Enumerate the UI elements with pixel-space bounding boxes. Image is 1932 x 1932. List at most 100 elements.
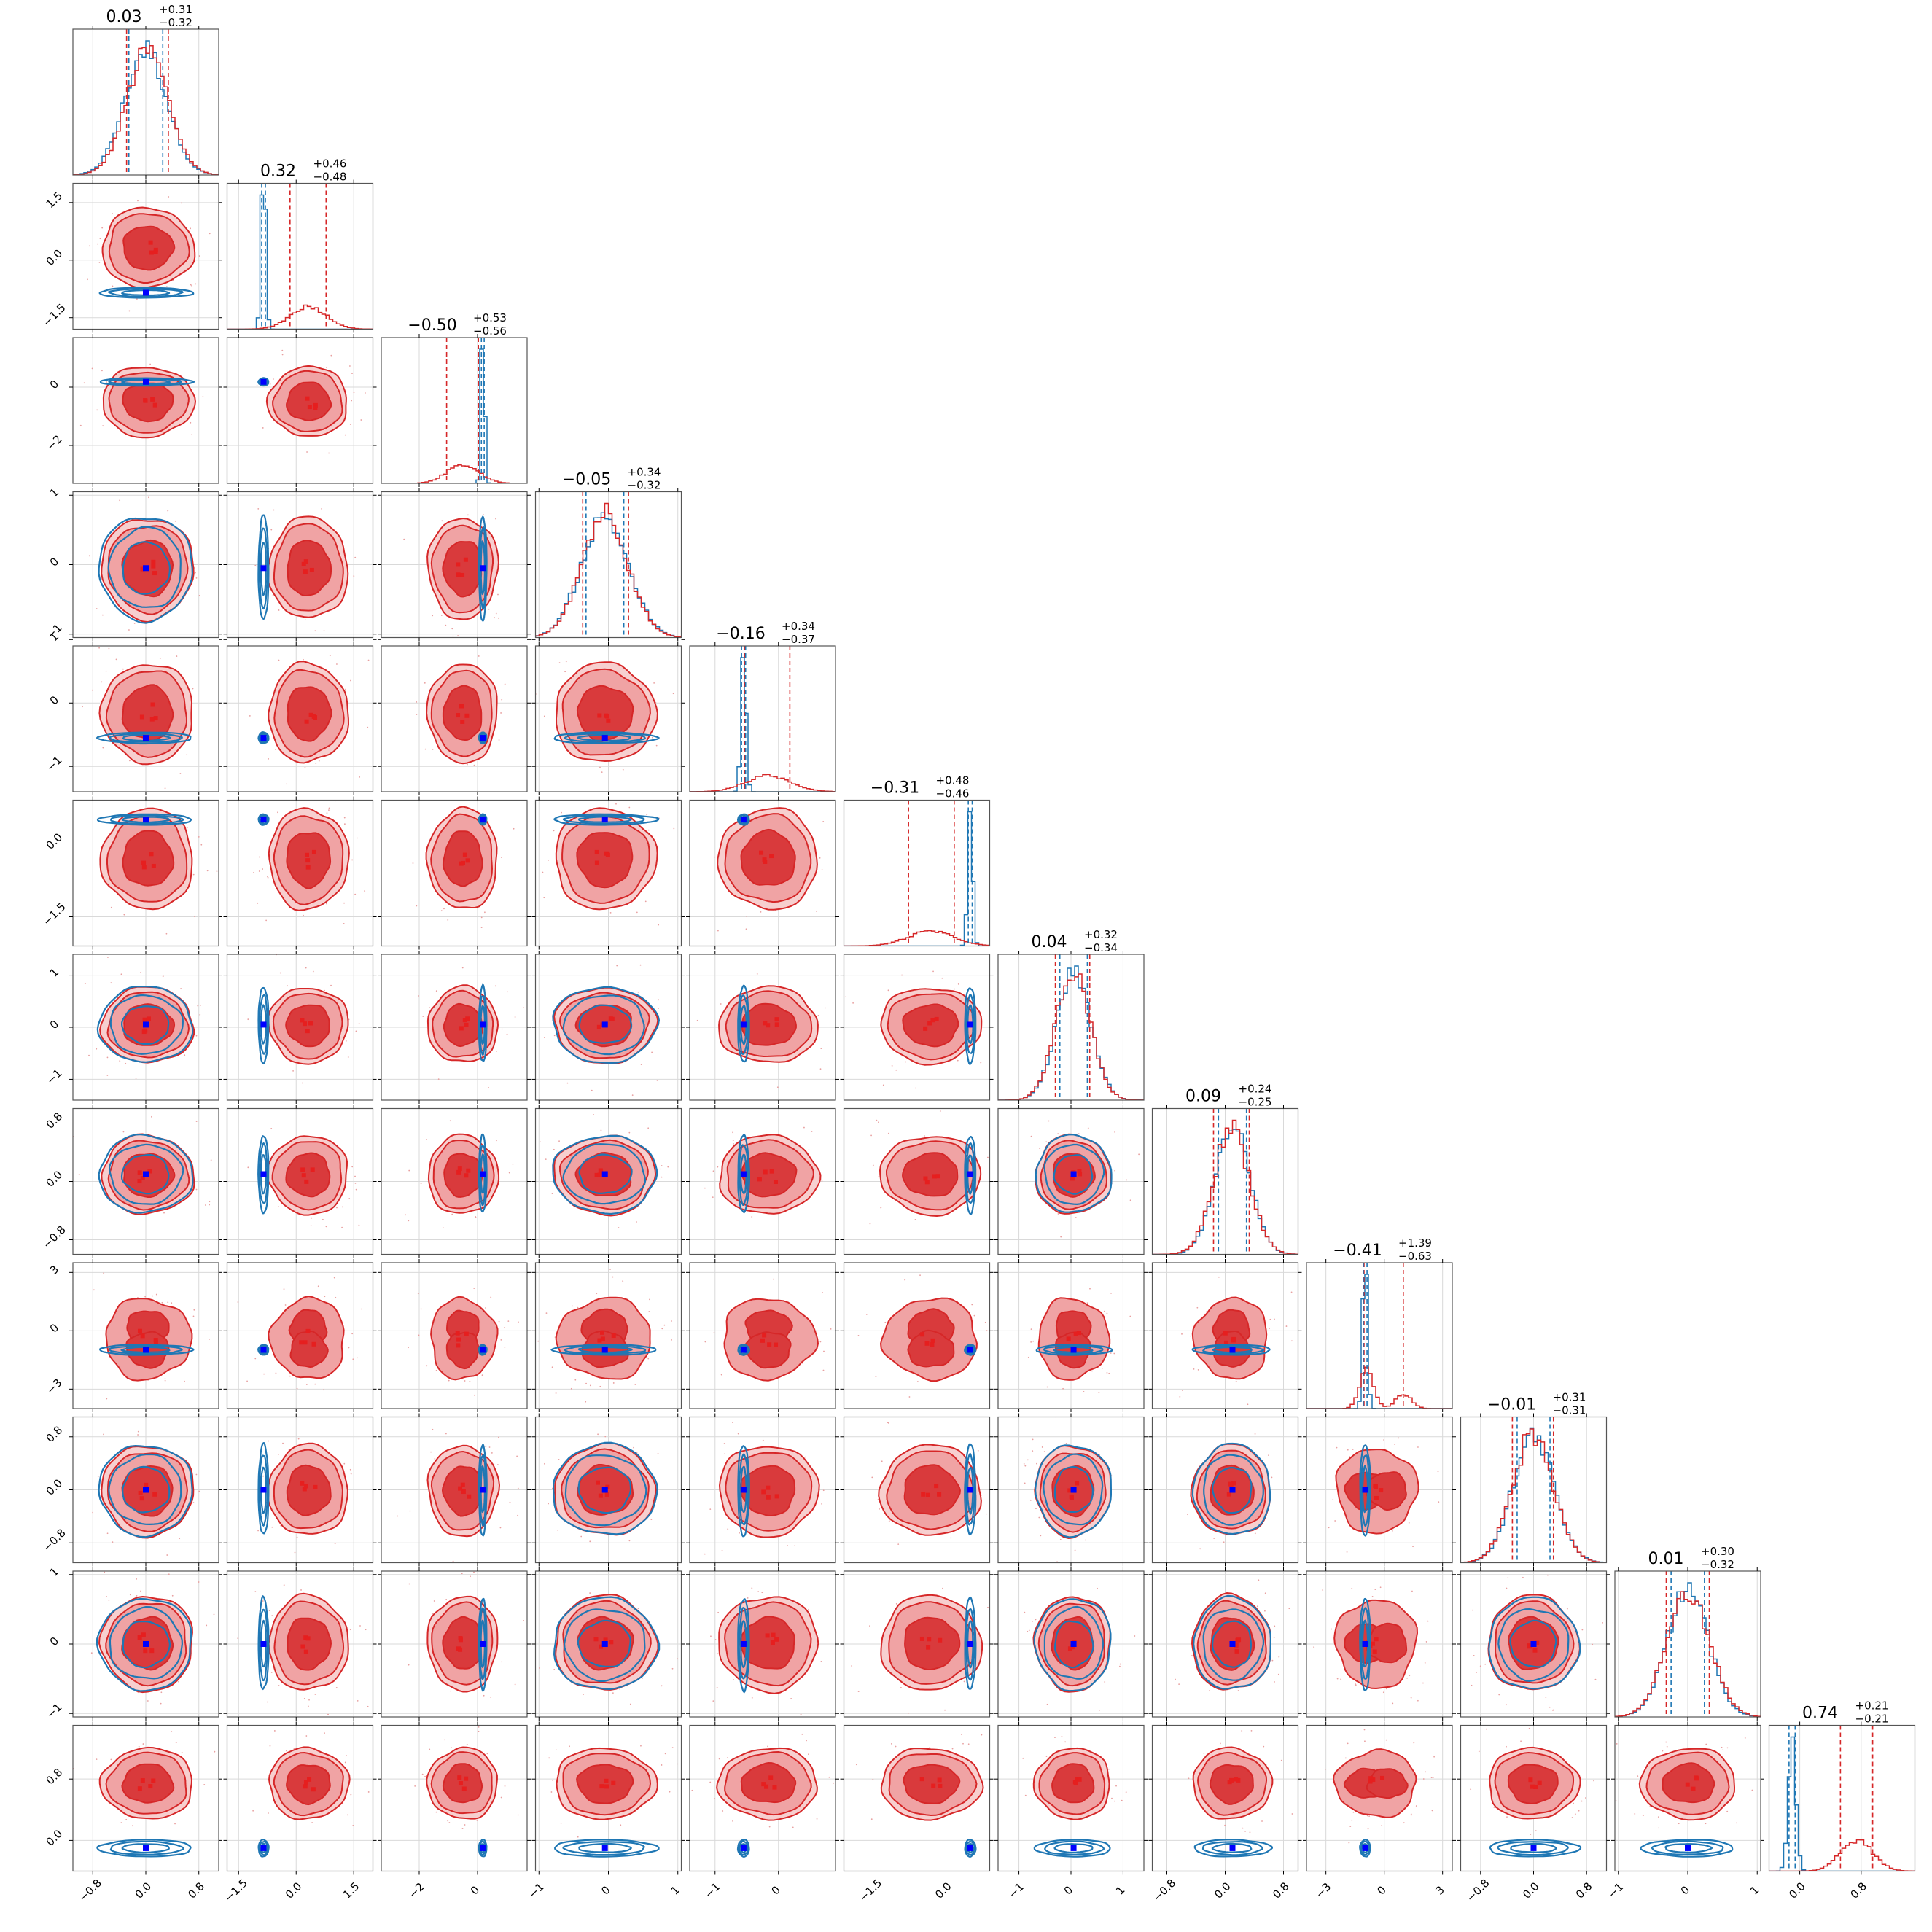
scatter-point	[349, 424, 351, 425]
scatter-point	[1040, 1535, 1042, 1537]
red-point-marker	[769, 1169, 774, 1174]
scatter-point	[739, 1532, 740, 1534]
red-point-marker	[141, 1029, 147, 1035]
scatter-point	[254, 1591, 257, 1593]
scatter-point	[432, 615, 434, 617]
scatter-point	[1129, 1199, 1131, 1201]
red-point-marker	[774, 1637, 779, 1642]
scatter-point	[609, 911, 612, 914]
y-tick-label: −0.8	[40, 1223, 68, 1251]
scatter-point	[350, 1473, 352, 1475]
scatter-point	[268, 758, 270, 760]
panel-8-6	[994, 1259, 1148, 1412]
scatter-point	[992, 1044, 993, 1045]
scatter-point	[823, 1350, 825, 1352]
scatter-point	[223, 1630, 225, 1632]
scatter-point	[555, 1392, 557, 1394]
scatter-point	[171, 1594, 174, 1597]
scatter-point	[544, 1462, 545, 1465]
red-point-marker	[760, 1338, 766, 1343]
red-point-marker	[456, 572, 461, 577]
scatter-point	[155, 1293, 157, 1296]
scatter-point	[1111, 1182, 1113, 1184]
scatter-point	[88, 1054, 90, 1056]
scatter-point	[136, 1578, 138, 1580]
scatter-point	[317, 1285, 319, 1288]
scatter-point	[140, 1590, 141, 1592]
panel-9-7	[1148, 1413, 1302, 1567]
scatter-point	[278, 1206, 279, 1208]
scatter-point	[283, 1584, 285, 1586]
scatter-point	[1099, 1709, 1100, 1711]
blue-contour	[98, 1133, 194, 1214]
scatter-point	[182, 797, 183, 798]
scatter-point	[984, 1321, 986, 1323]
scatter-point	[330, 984, 332, 986]
panel-content	[227, 1263, 373, 1409]
blue-histogram	[844, 811, 990, 946]
red-point-marker	[927, 1637, 932, 1642]
scatter-point	[328, 807, 330, 809]
panel-7-0: 0.8 0.0 −0.8	[40, 1105, 222, 1258]
blue-contour	[1053, 1154, 1094, 1195]
scatter-point	[558, 1459, 560, 1460]
blue-contour	[478, 731, 488, 745]
red-contour-inner	[442, 1616, 482, 1670]
scatter-point	[973, 1314, 975, 1317]
diag-panel-8: −0.41 +1.39−0.63	[1306, 1236, 1453, 1412]
diag-title-minus: −0.34	[1084, 941, 1118, 954]
blue-contour	[1053, 1346, 1094, 1354]
scatter-point	[712, 1700, 714, 1702]
red-point-marker	[143, 1648, 148, 1654]
scatter-point	[509, 1501, 511, 1503]
scatter-point	[1043, 1451, 1045, 1453]
scatter-point	[756, 973, 758, 975]
scatter-point	[658, 924, 660, 926]
panel-6-0: 1 0 −1	[44, 951, 222, 1104]
red-point-marker	[150, 397, 155, 402]
red-point-marker	[464, 1022, 469, 1027]
scatter-point	[985, 1513, 987, 1515]
panel-5-1	[223, 796, 377, 950]
red-point-marker	[140, 1333, 145, 1339]
scatter-point	[1091, 1370, 1093, 1372]
red-point-marker	[141, 865, 147, 870]
red-point-marker	[604, 1492, 609, 1497]
scatter-point	[283, 1288, 285, 1290]
scatter-point	[358, 1023, 360, 1024]
scatter-point	[282, 1442, 284, 1444]
scatter-point	[580, 1535, 583, 1538]
scatter-point	[996, 1025, 997, 1027]
scatter-point	[314, 1694, 316, 1695]
panel-content	[227, 1108, 373, 1255]
scatter-point	[473, 1571, 475, 1573]
panel-9-0: 0.8 0.0 −0.8	[40, 1413, 222, 1567]
scatter-point	[356, 1357, 358, 1359]
red-point-marker	[1223, 1340, 1228, 1345]
scatter-point	[496, 1051, 497, 1052]
scatter-point	[696, 1019, 698, 1021]
panel-frame	[381, 337, 528, 484]
scatter-point	[273, 378, 274, 380]
scatter-point	[220, 426, 222, 428]
panel-bg	[381, 338, 527, 483]
y-tick-label: 0	[47, 1018, 61, 1032]
panel-5-3	[531, 796, 685, 950]
scatter-point	[137, 1434, 139, 1436]
scatter-point	[190, 227, 192, 230]
panel-bg	[844, 800, 990, 946]
scatter-point	[640, 1064, 642, 1066]
scatter-point	[97, 1476, 99, 1477]
scatter-point	[553, 1035, 556, 1037]
blue-contour	[109, 1605, 184, 1680]
red-point-marker	[934, 1484, 939, 1489]
scatter-point	[1065, 1443, 1067, 1444]
scatter-point	[448, 1379, 450, 1382]
red-histogram	[535, 502, 682, 638]
scatter-point	[1190, 1335, 1192, 1337]
scatter-point	[733, 1142, 734, 1145]
scatter-point	[1134, 1635, 1136, 1637]
scatter-point	[1041, 1446, 1043, 1448]
scatter-point	[816, 1330, 818, 1332]
scatter-point	[1056, 1561, 1058, 1563]
